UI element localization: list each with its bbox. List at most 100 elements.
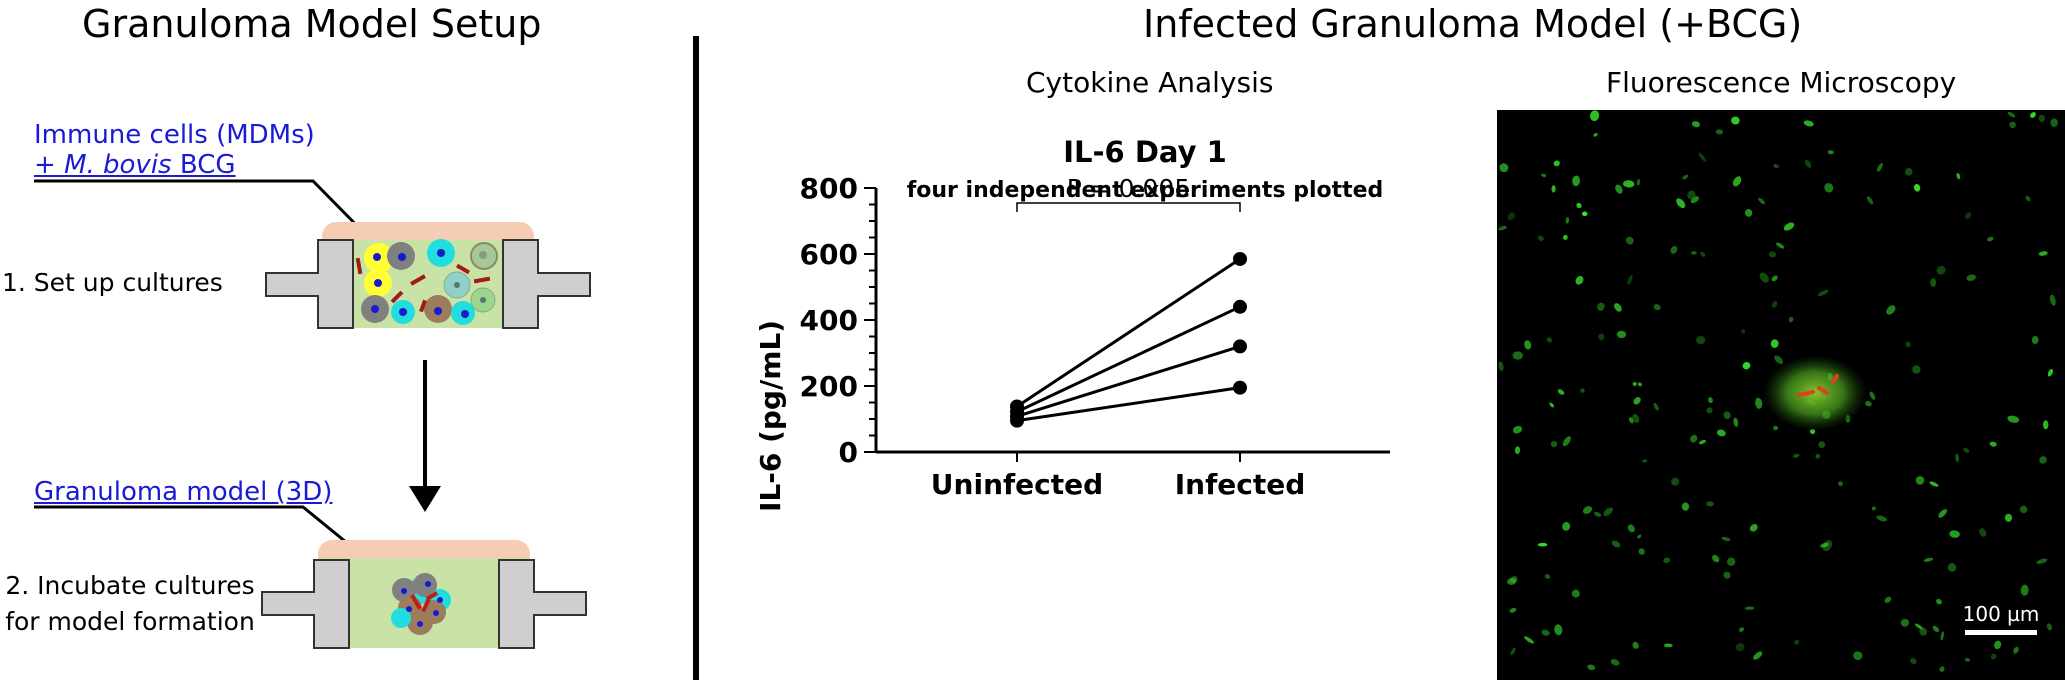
panel-divider	[693, 36, 699, 680]
green-speckle	[1562, 436, 1571, 447]
immune-cells-label-line2: + M. bovis BCG	[34, 150, 236, 180]
green-speckle	[1900, 618, 1909, 627]
green-speckle	[1910, 658, 1917, 665]
green-speckle	[2038, 251, 2048, 256]
green-speckle	[1580, 388, 1585, 393]
green-speckle	[2047, 368, 2053, 377]
green-speckle	[2025, 195, 2031, 202]
green-speckle	[1723, 571, 1731, 579]
green-speckle	[1987, 236, 1994, 242]
green-speckle	[1865, 400, 1872, 407]
green-speckle	[1603, 507, 1613, 517]
green-speckle	[1758, 197, 1766, 205]
green-speckle	[1964, 657, 1971, 662]
green-speckle	[2043, 420, 2049, 430]
y-tick-label: 200	[800, 370, 858, 403]
data-point	[1233, 299, 1247, 314]
device2-left-connector	[261, 559, 350, 649]
green-speckle	[1936, 598, 1942, 605]
green-speckle	[1721, 536, 1731, 542]
green-speckle	[1541, 173, 1547, 178]
green-speckle	[1636, 179, 1641, 186]
green-speckle	[1627, 524, 1635, 533]
x-tick-label: Uninfected	[931, 468, 1103, 501]
green-speckle	[1956, 172, 1961, 180]
green-speckle	[1696, 335, 1706, 345]
green-speckle	[1524, 340, 1532, 350]
green-speckle	[2030, 112, 2036, 118]
green-speckle	[1905, 341, 1911, 348]
chart-axes: 0 200 400 600 800 Uninfected Infected	[800, 172, 1390, 501]
green-speckle	[1817, 289, 1829, 297]
green-speckle	[2039, 456, 2047, 464]
green-speckle	[1723, 411, 1731, 420]
green-speckle	[1939, 666, 1945, 672]
green-speckle	[1949, 530, 1960, 538]
green-speckle	[1869, 391, 1876, 400]
green-speckle	[1509, 607, 1517, 613]
series-line	[1016, 344, 1241, 418]
green-speckle	[1653, 402, 1659, 411]
green-speckle	[1776, 242, 1785, 249]
green-speckle	[1627, 274, 1633, 285]
green-speckle	[1818, 441, 1826, 449]
green-speckle	[1940, 631, 1945, 641]
green-speckle	[1632, 641, 1639, 649]
granuloma-cluster	[391, 573, 451, 635]
green-speckle	[1563, 234, 1568, 240]
green-speckle	[1708, 397, 1713, 404]
green-speckle	[1628, 417, 1634, 424]
green-speckle	[1550, 441, 1558, 448]
green-speckle	[1698, 439, 1707, 445]
green-speckle	[1499, 163, 1509, 173]
green-speckle	[1735, 643, 1745, 652]
setup-diagram	[34, 179, 591, 649]
green-speckle	[2031, 336, 2039, 344]
green-speckle	[1541, 629, 1550, 636]
green-speckle	[1512, 351, 1523, 360]
green-speckle	[1698, 152, 1706, 162]
green-speckle	[1731, 116, 1740, 125]
y-tick-label: 400	[800, 304, 858, 337]
green-speckle	[1676, 198, 1686, 209]
green-speckle	[1706, 501, 1714, 507]
green-speckle	[1753, 651, 1763, 660]
green-speckle	[1871, 506, 1876, 511]
green-speckle	[1876, 163, 1883, 172]
data-point	[1233, 251, 1247, 266]
green-speckle	[1671, 477, 1680, 486]
green-speckle	[1690, 196, 1700, 204]
culture-device-2	[261, 540, 587, 649]
green-speckle	[2020, 584, 2029, 596]
green-speckle	[1820, 542, 1829, 548]
step2-label: 2. Incubate cultures for model formation	[5, 571, 255, 636]
green-speckle	[1749, 523, 1758, 532]
green-speckle	[1625, 236, 1634, 245]
green-speckle	[1633, 397, 1641, 405]
green-speckle	[1919, 627, 1928, 636]
green-speckles	[1498, 110, 2058, 672]
green-speckle	[1884, 596, 1892, 603]
y-axis-label: IL-6 (pg/mL)	[754, 320, 787, 512]
fluorescence-image: 100 µm	[1497, 110, 2065, 680]
green-speckle	[1770, 339, 1779, 348]
green-speckle	[1562, 522, 1571, 531]
green-speckle	[1803, 120, 1814, 127]
green-speckle	[1773, 425, 1779, 431]
green-speckle	[1572, 175, 1581, 187]
green-speckle	[1632, 413, 1640, 423]
green-speckle	[1590, 110, 1600, 122]
green-speckle	[1915, 476, 1925, 485]
green-speckle	[1690, 251, 1697, 255]
y-tick-label: 0	[839, 436, 858, 469]
green-speckle	[1546, 337, 1553, 343]
green-speckle	[1637, 382, 1643, 387]
green-speckle	[1768, 251, 1777, 258]
green-speckle	[1507, 212, 1515, 221]
series-line	[1016, 305, 1241, 414]
green-speckle	[1637, 534, 1642, 539]
green-speckle	[1947, 563, 1957, 572]
green-speckle	[1597, 302, 1605, 311]
green-speckle	[1544, 574, 1551, 579]
bacteria	[355, 257, 491, 313]
